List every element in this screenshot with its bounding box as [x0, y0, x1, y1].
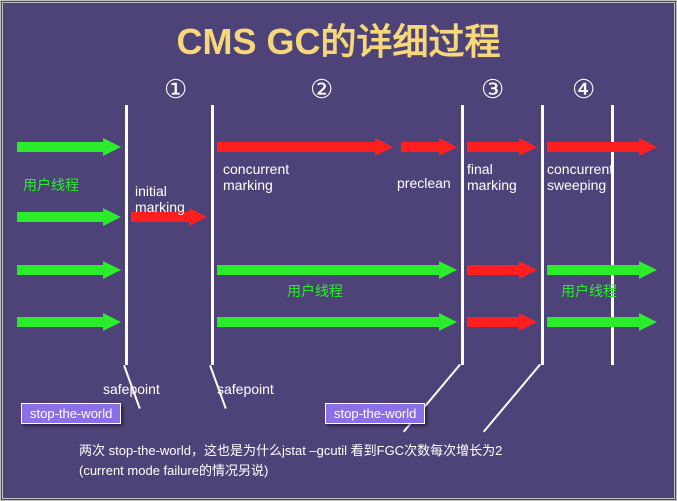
page-title: CMS GC的详细过程 [3, 13, 674, 65]
phase-divider-1 [125, 105, 128, 365]
diagram-label: preclean [397, 175, 451, 191]
diagram-label: 用户线程 [287, 281, 343, 301]
footnote-line1: 两次 stop-the-world，这也是为什么jstat –gcutil 看到… [79, 441, 502, 461]
gc-phase-arrow [467, 138, 537, 156]
phase-divider-2 [211, 105, 214, 365]
phase-number-2: ② [310, 75, 333, 105]
stop-the-world-badge: stop-the-world [21, 403, 121, 424]
gc-phase-arrow [467, 313, 537, 331]
diagram-label: final marking [467, 161, 517, 193]
diagram-label: 用户线程 [23, 175, 79, 195]
footnote-line2: (current mode failure的情况另说) [79, 461, 502, 481]
gc-phase-arrow [467, 261, 537, 279]
user-thread-arrow [17, 313, 121, 331]
phase-number-1: ① [164, 75, 187, 105]
user-thread-arrow [17, 208, 121, 226]
diagram-label: safepoint [103, 381, 160, 397]
diagram-label: 用户线程 [561, 281, 617, 301]
user-thread-arrow [217, 313, 457, 331]
user-thread-arrow [17, 138, 121, 156]
diagram-label: initial marking [135, 183, 185, 215]
user-thread-arrow [17, 261, 121, 279]
diagram-label: concurrent sweeping [547, 161, 613, 193]
user-thread-arrow [547, 313, 657, 331]
gc-phase-arrow [401, 138, 457, 156]
phase-number-3: ③ [481, 75, 504, 105]
phase-divider-4 [541, 105, 544, 365]
diagram-label: concurrent marking [223, 161, 289, 193]
phase-number-4: ④ [572, 75, 595, 105]
gc-phase-arrow [217, 138, 393, 156]
gc-phase-arrow [547, 138, 657, 156]
diagram-label: safepoint [217, 381, 274, 397]
user-thread-arrow [217, 261, 457, 279]
phase-divider-3 [461, 105, 464, 365]
footnote: 两次 stop-the-world，这也是为什么jstat –gcutil 看到… [79, 441, 502, 480]
user-thread-arrow [547, 261, 657, 279]
stop-the-world-badge: stop-the-world [325, 403, 425, 424]
connector-line [483, 364, 541, 433]
